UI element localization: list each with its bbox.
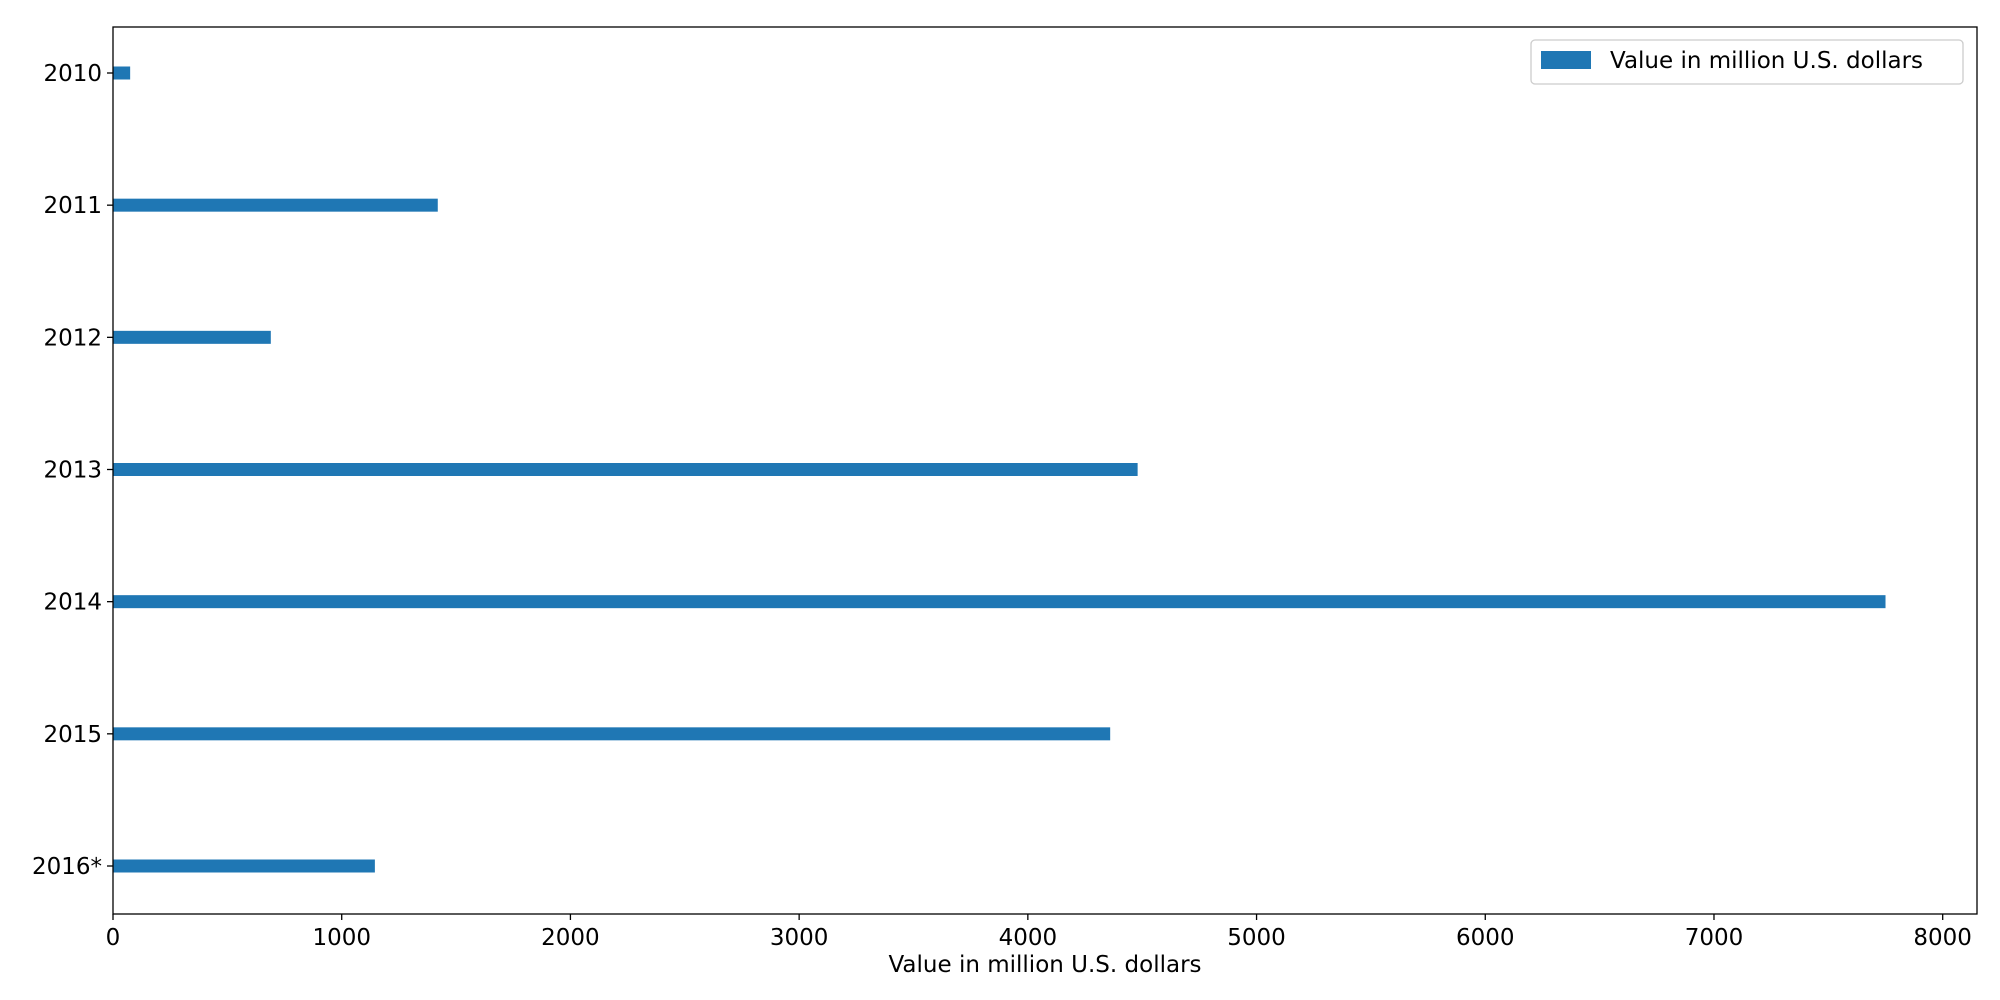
y-tick-label: 2016* [32, 854, 102, 880]
x-axis-label: Value in million U.S. dollars [888, 952, 1201, 978]
x-axis-ticks: 0 1000 2000 3000 4000 5000 6000 7000 8000 [106, 914, 1972, 951]
legend: Value in million U.S. dollars [1530, 39, 1964, 85]
legend-swatch [1541, 51, 1591, 69]
bar-2013 [113, 463, 1138, 476]
y-tick-label: 2015 [43, 722, 102, 748]
bar-2015 [113, 727, 1111, 741]
x-tick-label: 0 [106, 925, 121, 951]
y-tick-label: 2011 [43, 193, 102, 219]
y-tick-label: 2010 [43, 61, 102, 87]
bars-layer [113, 66, 1886, 873]
x-tick-label: 1000 [312, 925, 371, 951]
x-tick-label: 2000 [541, 925, 600, 951]
x-tick-label: 3000 [770, 925, 829, 951]
bar-2014 [113, 595, 1886, 609]
legend-label: Value in million U.S. dollars [1610, 48, 1923, 74]
bar-2011 [113, 198, 438, 212]
x-tick-label: 7000 [1685, 925, 1744, 951]
y-tick-label: 2013 [43, 458, 102, 484]
x-tick-label: 8000 [1913, 925, 1972, 951]
x-tick-label: 5000 [1227, 925, 1286, 951]
bar-2016 [113, 859, 375, 873]
x-tick-label: 6000 [1456, 925, 1515, 951]
plot-frame [112, 26, 1978, 915]
legend-box [1530, 39, 1964, 85]
x-tick-label: 4000 [999, 925, 1058, 951]
y-axis-ticks: 2010 2011 2012 2013 2014 2015 2016* [32, 61, 113, 880]
bar-2012 [113, 330, 271, 344]
y-tick-label: 2012 [43, 325, 102, 351]
bar-2010 [113, 66, 131, 80]
y-tick-label: 2014 [43, 590, 102, 616]
